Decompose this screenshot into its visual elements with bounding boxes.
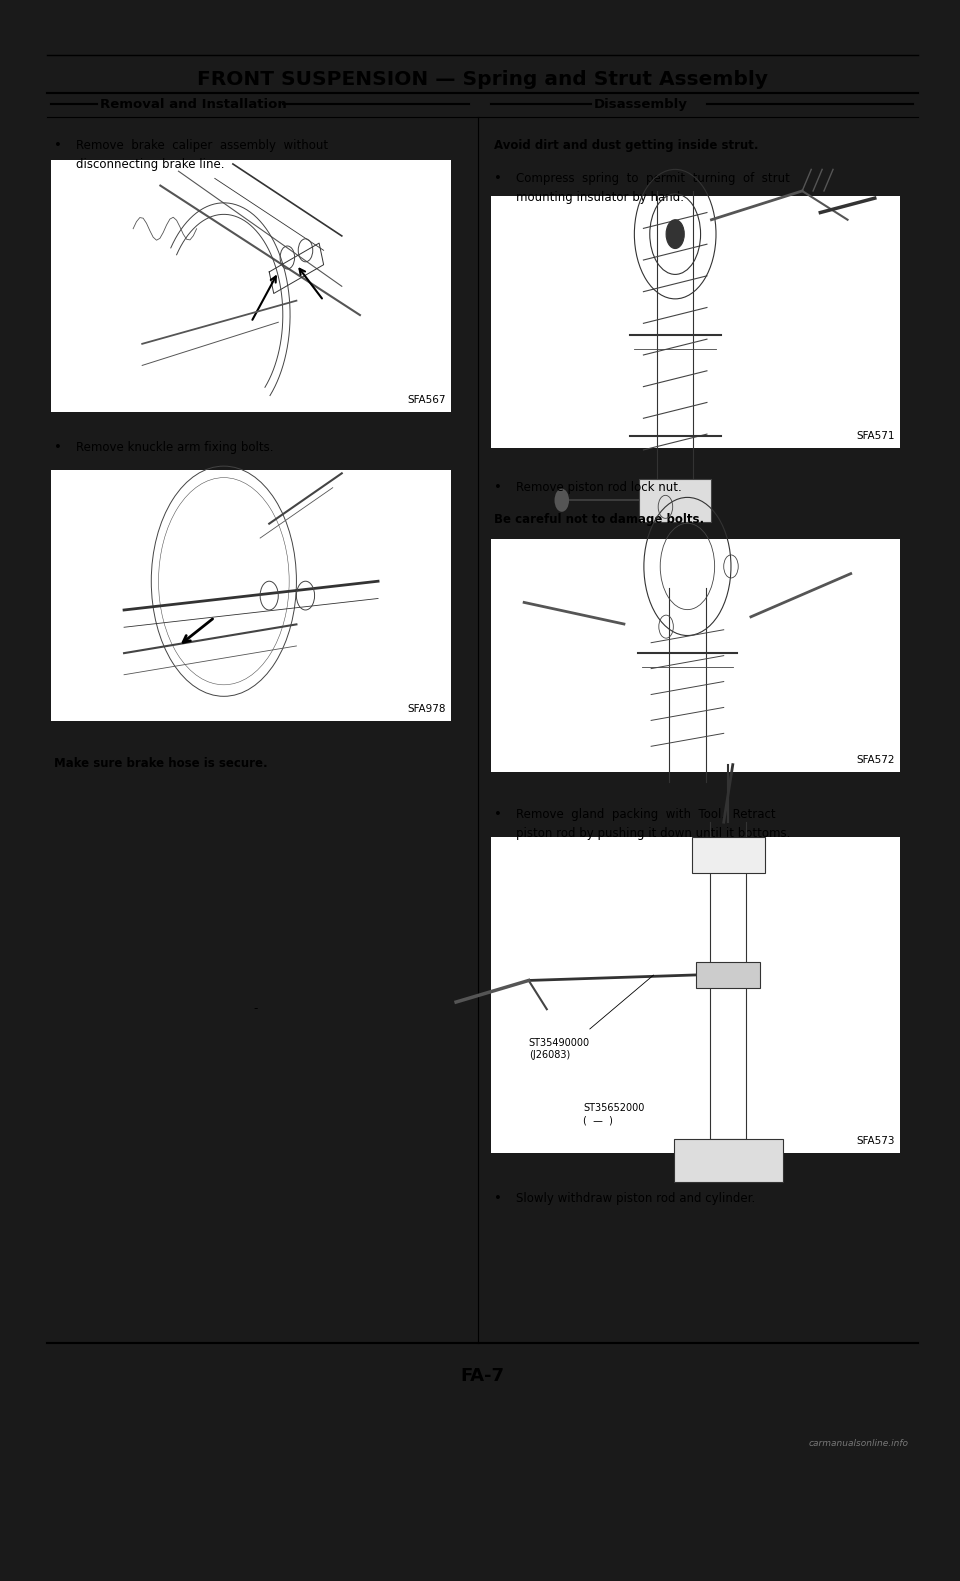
Text: Make sure brake hose is secure.: Make sure brake hose is secure.	[54, 757, 268, 770]
Text: Remove knuckle arm fixing bolts.: Remove knuckle arm fixing bolts.	[76, 441, 274, 454]
Text: Remove  gland  packing  with  Tool.  Retract
piston rod by pushing it down until: Remove gland packing with Tool. Retract …	[516, 808, 790, 840]
Bar	[492, 196, 900, 447]
Text: SFA573: SFA573	[856, 1135, 895, 1146]
Text: •: •	[494, 172, 502, 185]
Text: •: •	[54, 139, 62, 152]
Text: ST35490000
(J26083): ST35490000 (J26083)	[529, 1039, 589, 1061]
Text: FA-7: FA-7	[461, 1368, 504, 1385]
Text: SFA572: SFA572	[856, 754, 895, 765]
Text: Remove piston rod lock nut.: Remove piston rod lock nut.	[516, 481, 682, 495]
Bar	[674, 1138, 782, 1183]
Text: -: -	[253, 1002, 258, 1015]
Bar	[697, 961, 760, 988]
Bar	[52, 470, 450, 721]
Text: •: •	[494, 808, 502, 821]
Text: Removal and Installation: Removal and Installation	[100, 98, 286, 111]
Bar	[52, 160, 450, 413]
Text: Compress  spring  to  permit  turning  of  strut
mounting insulator by hand.: Compress spring to permit turning of str…	[516, 172, 790, 204]
Circle shape	[666, 220, 684, 248]
Text: FRONT SUSPENSION — Spring and Strut Assembly: FRONT SUSPENSION — Spring and Strut Asse…	[197, 70, 768, 89]
Text: Slowly withdraw piston rod and cylinder.: Slowly withdraw piston rod and cylinder.	[516, 1192, 756, 1205]
Bar	[639, 479, 711, 522]
Text: Be careful not to damage bolts.: Be careful not to damage bolts.	[494, 512, 705, 526]
Text: •: •	[54, 441, 62, 454]
Bar	[492, 539, 900, 772]
Text: Disassembly: Disassembly	[594, 98, 688, 111]
Text: Remove  brake  caliper  assembly  without
disconnecting brake line.: Remove brake caliper assembly without di…	[76, 139, 328, 171]
Text: Avoid dirt and dust getting inside strut.: Avoid dirt and dust getting inside strut…	[494, 139, 758, 152]
Text: •: •	[494, 1192, 502, 1205]
Bar	[492, 836, 900, 1153]
Text: carmanualsonline.info: carmanualsonline.info	[808, 1439, 909, 1448]
Text: ST35652000
(  —  ): ST35652000 ( — )	[583, 1104, 644, 1126]
Circle shape	[555, 489, 569, 512]
Text: SFA978: SFA978	[408, 704, 446, 715]
Text: SFA567: SFA567	[408, 395, 446, 405]
Text: •: •	[494, 481, 502, 495]
Bar	[692, 836, 764, 873]
Text: SFA571: SFA571	[856, 432, 895, 441]
